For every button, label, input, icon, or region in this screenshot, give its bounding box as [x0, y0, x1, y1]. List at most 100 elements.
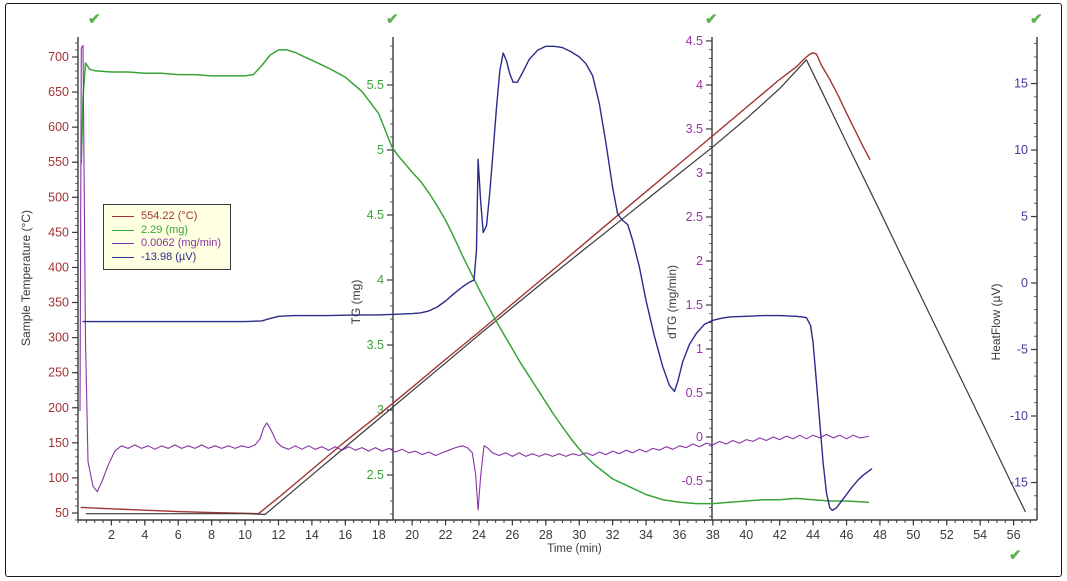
x-tick-label: 2	[108, 528, 115, 542]
temp-tick-label: 150	[48, 436, 69, 450]
hf-axis: -15 -10 -5 0 5 10 15 HeatFlow (µV)	[989, 37, 1038, 520]
legend-item: 554.22 (°C)	[112, 210, 221, 224]
x-tick-label: 42	[773, 528, 787, 542]
hf-tick-label: 5	[1021, 210, 1028, 224]
legend-item: 0.0062 (mg/min)	[112, 237, 221, 251]
x-tick-label: 54	[973, 528, 987, 542]
time-axis: 2 4 6 8 10 12 14 16 18 20 22 24 26 28 30 32 34 36 38 40 42 44…	[77, 519, 1037, 555]
x-tick-label: 18	[372, 528, 386, 542]
hf-tick-label: -15	[1010, 475, 1028, 489]
temp-tick-label: 600	[48, 120, 69, 134]
x-tick-label: 4	[141, 528, 148, 542]
temp-tick-label: 450	[48, 225, 69, 239]
dtg-tick-label: 0	[696, 430, 703, 444]
x-tick-label: 12	[272, 528, 286, 542]
hf-tick-label: -5	[1017, 343, 1028, 357]
tg-tick-label: 3	[377, 403, 384, 417]
tg-tick-label: 5	[377, 143, 384, 157]
legend-line-swatch	[112, 229, 134, 231]
x-tick-label: 50	[906, 528, 920, 542]
legend-item: -13.98 (µV)	[112, 251, 221, 265]
tg-tick-label: 4	[377, 273, 384, 287]
hf-axis-title: HeatFlow (µV)	[989, 284, 1003, 361]
x-tick-label: 28	[539, 528, 553, 542]
tg-tick-label: 5.5	[367, 78, 384, 92]
temp-tick-label: 500	[48, 190, 69, 204]
dtg-tick-label: 4	[696, 78, 703, 92]
temp-tick-label: 50	[55, 506, 69, 520]
tg-axis-title: TG (mg)	[349, 280, 363, 325]
x-tick-label: 56	[1007, 528, 1021, 542]
legend-label: -13.98 (µV)	[141, 250, 197, 263]
axis-checkmark-icon[interactable]: ✔	[1030, 11, 1043, 28]
temp-tick-label: 400	[48, 260, 69, 274]
dtg-tick-label: 3	[696, 166, 703, 180]
axis-checkmark-icon[interactable]: ✔	[386, 11, 399, 28]
x-tick-label: 26	[505, 528, 519, 542]
hf-tick-label: 15	[1014, 77, 1028, 91]
dtg-tick-label: 3.5	[686, 122, 703, 136]
axis-checkmark-icon[interactable]: ✔	[705, 11, 718, 28]
legend-line-swatch	[112, 243, 134, 245]
tg-tick-label: 4.5	[367, 208, 384, 222]
x-tick-label: 46	[840, 528, 854, 542]
heatflow-curve	[82, 45, 873, 512]
temp-axis: 50 100 150 200 250 300 350 400 450 500 550 600 650 70…	[19, 37, 79, 521]
legend-label: 2.29 (mg)	[141, 223, 189, 236]
dtg-tick-label: 4.5	[686, 34, 703, 48]
x-tick-label: 36	[673, 528, 687, 542]
legend-label: 0.0062 (mg/min)	[141, 237, 222, 249]
x-tick-label: 52	[940, 528, 954, 542]
legend: 554.22 (°C) 2.29 (mg) 0.0062 (mg/min) -13.9…	[103, 204, 232, 270]
legend-label: 554.22 (°C)	[141, 210, 198, 222]
dtg-tick-label: 1	[696, 342, 703, 356]
temp-tick-label: 550	[48, 155, 69, 169]
legend-line-swatch	[112, 216, 134, 218]
dtg-tick-label: 2	[696, 254, 703, 268]
dtg-axis: -0.5 0 0.5 1 1.5 2 2.5 3 3.5 4 4.5 dTG (mg/min)	[665, 34, 713, 520]
x-tick-label: 20	[405, 528, 419, 542]
hf-tick-label: -10	[1010, 409, 1028, 423]
tg-axis: 2.5 3 3.5 4 4.5 5 5.5 TG (mg)	[349, 37, 394, 520]
hf-tick-label: 0	[1021, 276, 1028, 290]
x-tick-label: 32	[606, 528, 620, 542]
temp-tick-label: 700	[48, 50, 69, 64]
temp-tick-label: 350	[48, 296, 69, 310]
legend-item: 2.29 (mg)	[112, 224, 221, 238]
axis-checkmark-icon[interactable]: ✔	[88, 11, 101, 28]
x-tick-label: 8	[208, 528, 215, 542]
temp-tick-label: 200	[48, 401, 69, 415]
program-temperature-curve	[85, 59, 1026, 516]
dtg-tick-label: 2.5	[686, 210, 703, 224]
x-axis-title: Time (min)	[547, 543, 602, 555]
x-tick-label: 6	[175, 528, 182, 542]
x-tick-label: 22	[439, 528, 453, 542]
x-tick-label: 14	[305, 528, 319, 542]
x-tick-label: 40	[739, 528, 753, 542]
temp-tick-label: 250	[48, 366, 69, 380]
axis-checkmark-icon[interactable]: ✔	[1009, 547, 1022, 564]
temp-tick-label: 650	[48, 85, 69, 99]
dtg-curve	[79, 44, 869, 511]
tg-tick-label: 2.5	[367, 468, 384, 482]
dtg-tick-label: 1.5	[686, 298, 703, 312]
x-tick-label: 34	[639, 528, 653, 542]
x-tick-label: 44	[806, 528, 820, 542]
dtg-tick-label: -0.5	[681, 474, 703, 488]
tg-tick-label: 3.5	[367, 338, 384, 352]
tg-curve	[80, 49, 870, 505]
temp-tick-label: 300	[48, 331, 69, 345]
x-tick-label: 38	[706, 528, 720, 542]
dtg-axis-title: dTG (mg/min)	[665, 265, 679, 339]
dtg-tick-label: 0.5	[686, 386, 703, 400]
x-tick-label: 10	[238, 528, 252, 542]
temp-axis-title: Sample Temperature (°C)	[19, 210, 33, 346]
x-tick-label: 16	[338, 528, 352, 542]
hf-tick-label: 10	[1014, 143, 1028, 157]
x-tick-label: 24	[472, 528, 486, 542]
x-tick-label: 30	[572, 528, 586, 542]
legend-line-swatch	[112, 256, 134, 258]
x-tick-label: 48	[873, 528, 887, 542]
temp-tick-label: 100	[48, 471, 69, 485]
